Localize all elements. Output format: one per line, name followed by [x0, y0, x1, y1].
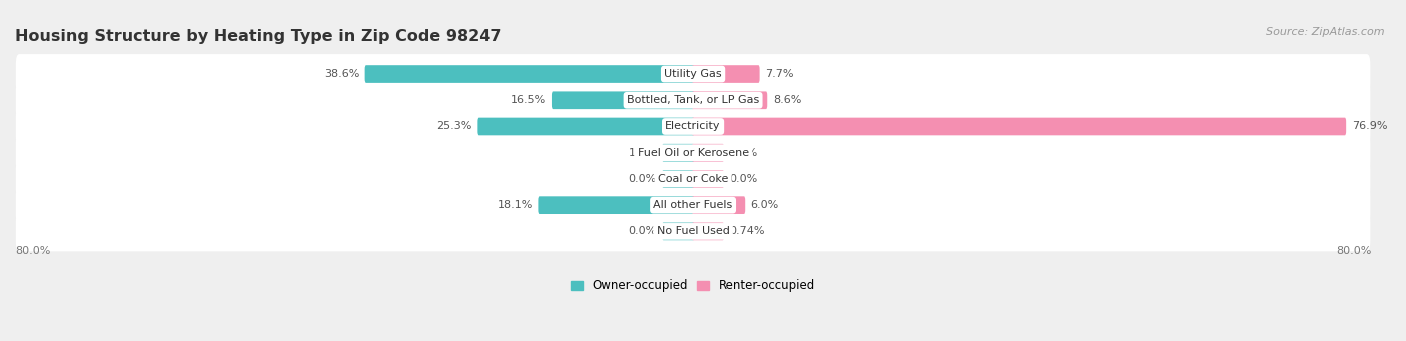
- FancyBboxPatch shape: [692, 144, 724, 162]
- Legend: Owner-occupied, Renter-occupied: Owner-occupied, Renter-occupied: [571, 279, 815, 292]
- Text: 6.0%: 6.0%: [751, 200, 779, 210]
- Text: Utility Gas: Utility Gas: [664, 69, 721, 79]
- FancyBboxPatch shape: [15, 80, 1371, 120]
- Text: All other Fuels: All other Fuels: [654, 200, 733, 210]
- FancyBboxPatch shape: [364, 65, 695, 83]
- FancyBboxPatch shape: [692, 170, 724, 188]
- FancyBboxPatch shape: [15, 106, 1371, 146]
- Text: 0.0%: 0.0%: [628, 226, 657, 236]
- FancyBboxPatch shape: [692, 118, 1346, 135]
- Text: 80.0%: 80.0%: [15, 246, 51, 256]
- FancyBboxPatch shape: [15, 133, 1371, 173]
- Text: 1.6%: 1.6%: [628, 148, 657, 158]
- FancyBboxPatch shape: [538, 196, 695, 214]
- Text: Bottled, Tank, or LP Gas: Bottled, Tank, or LP Gas: [627, 95, 759, 105]
- FancyBboxPatch shape: [15, 54, 1371, 94]
- FancyBboxPatch shape: [692, 223, 724, 240]
- Text: 76.9%: 76.9%: [1351, 121, 1388, 132]
- Text: 16.5%: 16.5%: [512, 95, 547, 105]
- FancyBboxPatch shape: [15, 185, 1371, 225]
- FancyBboxPatch shape: [478, 118, 695, 135]
- FancyBboxPatch shape: [553, 91, 695, 109]
- FancyBboxPatch shape: [662, 170, 695, 188]
- Text: Coal or Coke: Coal or Coke: [658, 174, 728, 184]
- Text: 0.0%: 0.0%: [730, 148, 758, 158]
- Text: 25.3%: 25.3%: [436, 121, 472, 132]
- Text: 0.0%: 0.0%: [628, 174, 657, 184]
- Text: 0.74%: 0.74%: [730, 226, 765, 236]
- Text: Electricity: Electricity: [665, 121, 721, 132]
- FancyBboxPatch shape: [15, 211, 1371, 251]
- Text: 18.1%: 18.1%: [498, 200, 533, 210]
- Text: Fuel Oil or Kerosene: Fuel Oil or Kerosene: [637, 148, 748, 158]
- Text: Source: ZipAtlas.com: Source: ZipAtlas.com: [1267, 27, 1385, 37]
- FancyBboxPatch shape: [692, 196, 745, 214]
- Text: 38.6%: 38.6%: [323, 69, 359, 79]
- Text: 0.0%: 0.0%: [730, 174, 758, 184]
- Text: 7.7%: 7.7%: [765, 69, 793, 79]
- Text: 80.0%: 80.0%: [1336, 246, 1371, 256]
- FancyBboxPatch shape: [692, 91, 768, 109]
- FancyBboxPatch shape: [662, 144, 695, 162]
- FancyBboxPatch shape: [662, 223, 695, 240]
- Text: 8.6%: 8.6%: [773, 95, 801, 105]
- FancyBboxPatch shape: [15, 159, 1371, 199]
- FancyBboxPatch shape: [692, 65, 759, 83]
- Text: No Fuel Used: No Fuel Used: [657, 226, 730, 236]
- Text: Housing Structure by Heating Type in Zip Code 98247: Housing Structure by Heating Type in Zip…: [15, 29, 502, 44]
